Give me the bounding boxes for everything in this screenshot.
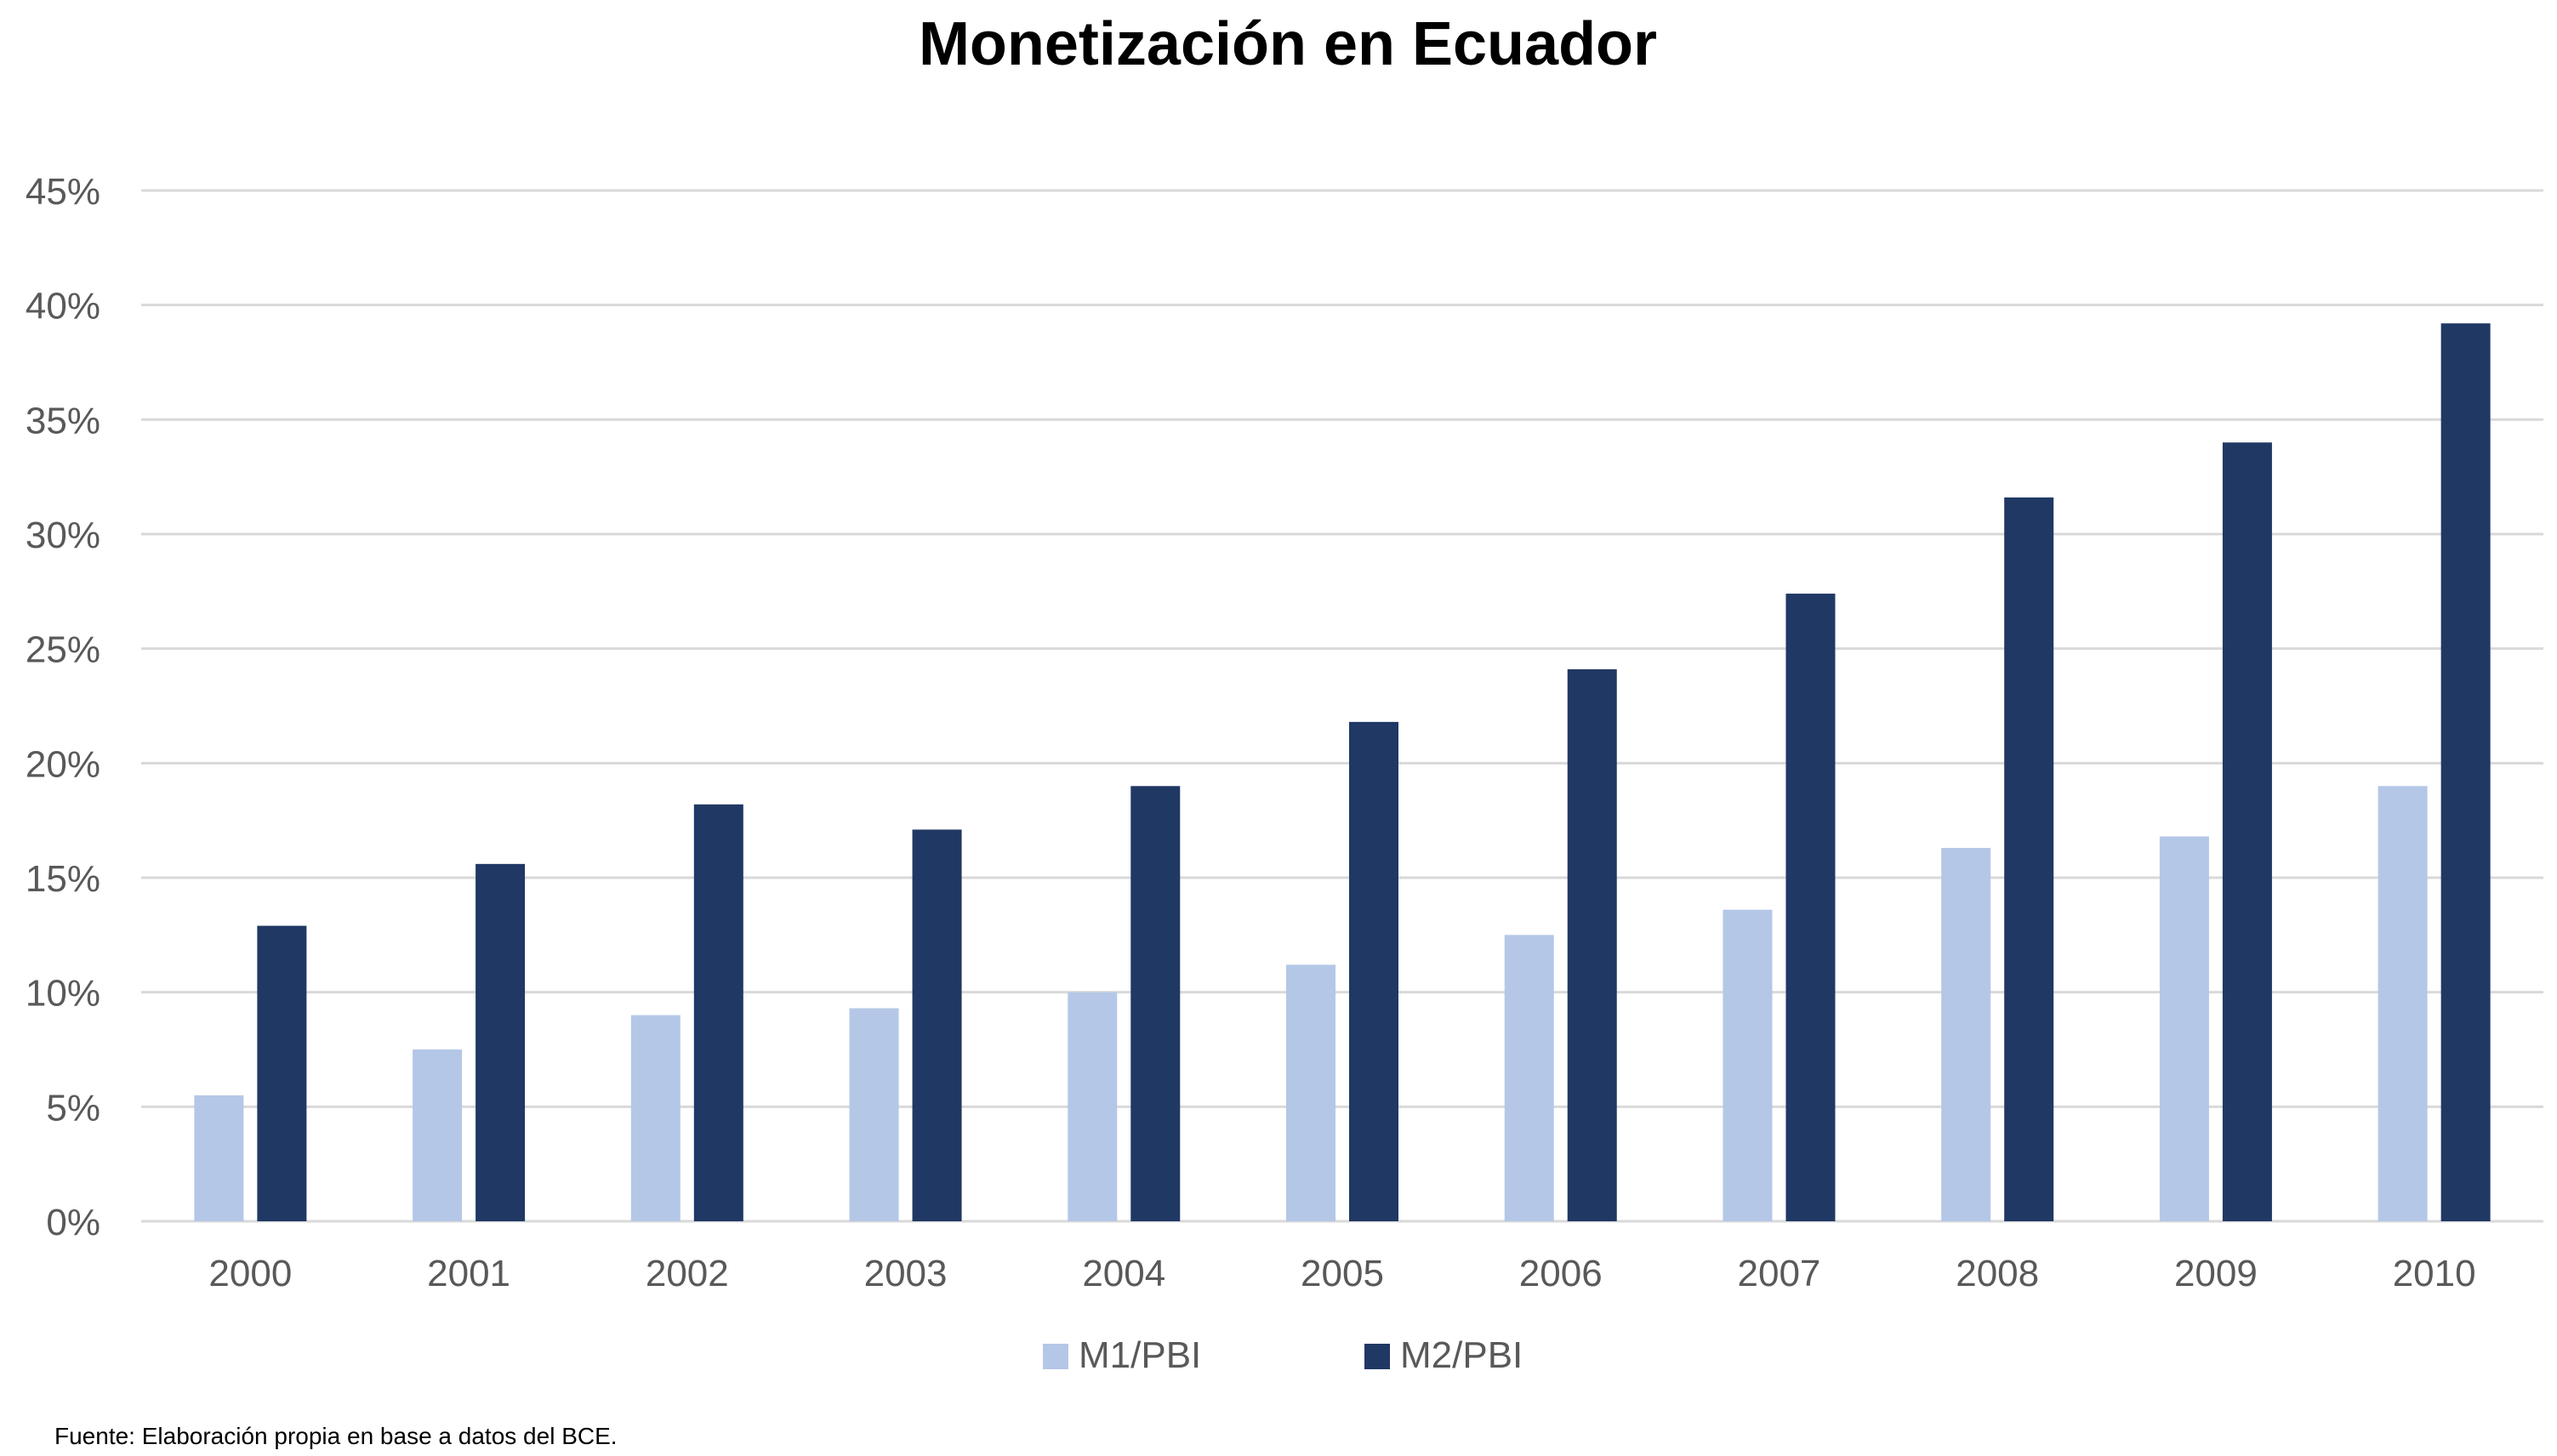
bar-m1-pbi-2003 bbox=[849, 1008, 899, 1221]
y-tick-label: 45% bbox=[26, 171, 100, 213]
y-axis-tick-labels: 0% 5% 10% 15% 20% 25% 30% 35% 40% 45% bbox=[26, 171, 100, 1243]
legend: M1/PBI M2/PBI bbox=[1043, 1334, 1523, 1376]
y-tick-label: 0% bbox=[46, 1202, 100, 1243]
x-tick-label: 2010 bbox=[2393, 1253, 2476, 1294]
y-tick-label: 40% bbox=[26, 286, 100, 327]
source-note: Fuente: Elaboración propia en base a dat… bbox=[54, 1423, 618, 1449]
legend-swatch bbox=[1364, 1344, 1390, 1369]
bar-m2-pbi-2003 bbox=[912, 829, 962, 1221]
x-tick-label: 2002 bbox=[646, 1253, 729, 1294]
bar-m2-pbi-2010 bbox=[2440, 323, 2491, 1221]
x-tick-label: 2004 bbox=[1082, 1253, 1165, 1294]
bar-m2-pbi-2007 bbox=[1785, 594, 1836, 1221]
y-tick-label: 15% bbox=[26, 858, 100, 900]
x-axis-tick-labels: 2000 2001 2002 2003 2004 2005 2006 2007 2008 2009… bbox=[208, 1253, 2475, 1294]
bar-m2-pbi-2004 bbox=[1130, 786, 1181, 1221]
bar-m1-pbi-2004 bbox=[1068, 992, 1118, 1221]
x-tick-label: 2006 bbox=[1519, 1253, 1603, 1294]
bar-m1-pbi-2008 bbox=[1941, 847, 1991, 1221]
x-tick-label: 2005 bbox=[1301, 1253, 1384, 1294]
x-tick-label: 2001 bbox=[427, 1253, 510, 1294]
x-tick-label: 2008 bbox=[1956, 1253, 2039, 1294]
legend-label: M2/PBI bbox=[1400, 1334, 1523, 1376]
y-tick-label: 25% bbox=[26, 629, 100, 671]
bar-m1-pbi-2007 bbox=[1723, 909, 1773, 1221]
bar-m2-pbi-2005 bbox=[1349, 721, 1398, 1221]
y-tick-label: 30% bbox=[26, 515, 100, 556]
bar-m1-pbi-2009 bbox=[2159, 836, 2209, 1221]
gridlines bbox=[141, 189, 2543, 1223]
y-tick-label: 10% bbox=[26, 973, 100, 1015]
legend-swatch bbox=[1043, 1344, 1068, 1369]
y-tick-label: 20% bbox=[26, 743, 100, 785]
bar-m2-pbi-2008 bbox=[2004, 497, 2054, 1221]
bar-m1-pbi-2000 bbox=[194, 1095, 244, 1221]
y-tick-label: 35% bbox=[26, 400, 100, 441]
legend-label: M1/PBI bbox=[1079, 1334, 1201, 1376]
bar-m1-pbi-2001 bbox=[413, 1049, 463, 1221]
bar-m1-pbi-2005 bbox=[1286, 964, 1335, 1221]
x-tick-label: 2007 bbox=[1738, 1253, 1821, 1294]
bar-m2-pbi-2006 bbox=[1567, 668, 1617, 1221]
y-tick-label: 5% bbox=[46, 1087, 100, 1129]
bar-m2-pbi-2009 bbox=[2222, 442, 2272, 1221]
bar-m1-pbi-2002 bbox=[630, 1015, 681, 1221]
x-tick-label: 2009 bbox=[2174, 1253, 2258, 1294]
bar-m2-pbi-2000 bbox=[257, 925, 307, 1221]
x-tick-label: 2000 bbox=[208, 1253, 292, 1294]
bar-m1-pbi-2010 bbox=[2378, 786, 2428, 1221]
bar-m2-pbi-2001 bbox=[476, 863, 526, 1221]
bar-m1-pbi-2006 bbox=[1504, 935, 1554, 1221]
bar-m2-pbi-2002 bbox=[693, 804, 743, 1221]
bars bbox=[194, 323, 2491, 1221]
chart-title: Monetización en Ecuador bbox=[919, 10, 1657, 78]
x-tick-label: 2003 bbox=[864, 1253, 948, 1294]
